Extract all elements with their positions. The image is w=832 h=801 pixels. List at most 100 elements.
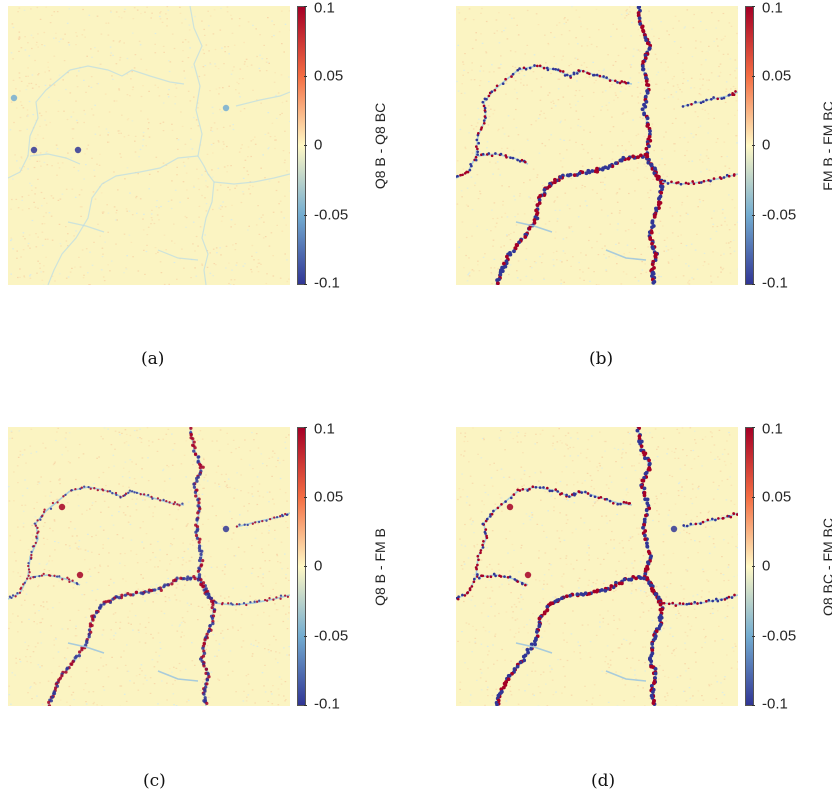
heatmap-speckle	[85, 581, 88, 584]
heatmap-speckle	[269, 594, 272, 597]
heatmap-speckle	[216, 655, 218, 657]
heatmap-speckle	[40, 115, 43, 117]
heatmap-speckle	[152, 515, 154, 518]
heatmap-speckle	[617, 647, 620, 649]
heatmap-speckle	[140, 110, 142, 112]
heatmap-speckle	[109, 638, 112, 640]
heatmap-speckle	[463, 455, 465, 457]
heatmap-speckle	[618, 618, 621, 620]
heatmap-speckle	[459, 681, 462, 683]
crack-residual-mark	[58, 575, 61, 578]
heatmap-speckle	[493, 267, 496, 269]
heatmap-speckle	[720, 39, 723, 41]
heatmap-speckle	[51, 165, 53, 167]
heatmap-speckle	[42, 137, 45, 139]
heatmap-speckle	[151, 491, 153, 494]
heatmap-speckle	[513, 636, 516, 638]
crack-residual-mark	[653, 671, 658, 676]
heatmap-speckle	[548, 569, 550, 571]
heatmap-speckle	[252, 468, 254, 470]
crack-residual-mark	[658, 607, 663, 612]
heatmap-speckle	[559, 541, 562, 543]
heatmap-speckle	[268, 560, 271, 562]
heatmap-speckle	[28, 82, 30, 85]
heatmap-speckle	[692, 27, 695, 29]
heatmap-speckle	[729, 241, 732, 243]
heatmap-speckle	[663, 437, 665, 439]
heatmap-speckle	[461, 221, 464, 223]
heatmap-speckle	[471, 47, 474, 50]
crack-residual-mark	[42, 510, 46, 514]
heatmap-speckle	[126, 57, 129, 60]
heatmap-speckle	[658, 513, 660, 515]
heatmap-speckle	[708, 169, 711, 171]
heatmap-speckle	[190, 138, 192, 140]
heatmap-speckle	[93, 241, 95, 243]
crack-residual-mark	[608, 79, 612, 82]
heatmap-speckle	[493, 71, 495, 73]
heatmap-speckle	[96, 163, 98, 165]
heatmap-speckle	[19, 658, 21, 660]
heatmap-speckle	[135, 589, 138, 591]
crack-residual-mark	[64, 493, 67, 497]
heatmap-speckle	[279, 562, 282, 564]
heatmap-speckle	[118, 594, 121, 596]
crack-residual-mark	[481, 100, 485, 104]
heatmap-speckle	[94, 501, 97, 503]
heatmap-speckle	[516, 270, 518, 272]
heatmap-speckle	[102, 276, 105, 278]
crack-line	[157, 670, 199, 682]
crack-line	[29, 153, 81, 165]
heatmap-speckle	[616, 229, 619, 231]
heatmap-speckle	[602, 78, 605, 80]
heatmap-speckle	[473, 576, 475, 578]
colorbar-tick-label: 0	[314, 136, 323, 154]
crack-residual-mark	[579, 592, 584, 596]
heatmap-speckle	[456, 80, 458, 83]
heatmap-speckle	[479, 677, 482, 679]
heatmap-speckle	[723, 515, 725, 517]
heatmap-speckle	[562, 586, 564, 588]
heatmap-speckle	[283, 647, 285, 649]
heatmap-speckle	[85, 670, 88, 673]
heatmap-speckle	[195, 539, 197, 541]
crack-residual-mark	[611, 501, 615, 505]
heatmap-speckle	[87, 571, 89, 573]
heatmap-speckle	[35, 233, 37, 235]
heatmap-speckle	[708, 591, 710, 593]
crack-line	[605, 249, 647, 261]
crack-residual-mark	[603, 588, 608, 593]
heatmap-speckle	[93, 701, 95, 704]
heatmap-speckle	[285, 521, 287, 523]
heatmap-speckle	[710, 72, 713, 74]
heatmap-speckle	[673, 451, 676, 453]
crack-residual-mark	[472, 580, 476, 584]
heatmap-speckle	[625, 573, 627, 575]
panel-c: 0.1 0.05 0 -0.05 -0.1 Q8 B - FM B	[8, 421, 388, 727]
heatmap-speckle	[124, 591, 127, 593]
heatmap-speckle	[524, 690, 526, 692]
heatmap-speckle	[170, 207, 173, 210]
crack-residual-mark	[534, 485, 538, 489]
heatmap-speckle	[581, 165, 584, 167]
heatmap-speckle	[716, 681, 719, 683]
heatmap-speckle	[698, 93, 701, 95]
heatmap-speckle	[599, 614, 601, 616]
heatmap-speckle	[51, 14, 53, 16]
crack-residual-mark	[720, 97, 724, 100]
heatmap-speckle	[87, 272, 89, 274]
heatmap-speckle	[19, 116, 22, 119]
heatmap-speckle	[613, 615, 615, 617]
heatmap-speckle	[163, 612, 166, 615]
heatmap-speckle	[630, 592, 633, 594]
heatmap-speckle	[610, 481, 613, 483]
heatmap-speckle	[13, 121, 15, 124]
crack-residual-mark	[533, 639, 537, 644]
heatmap-speckle	[485, 51, 487, 53]
heatmap-speckle	[102, 211, 105, 213]
heatmap-speckle	[15, 88, 17, 90]
heatmap-speckle	[605, 543, 607, 545]
heatmap-speckle	[586, 472, 589, 474]
heatmap-speckle	[609, 475, 611, 477]
crack-residual-mark	[551, 67, 555, 71]
